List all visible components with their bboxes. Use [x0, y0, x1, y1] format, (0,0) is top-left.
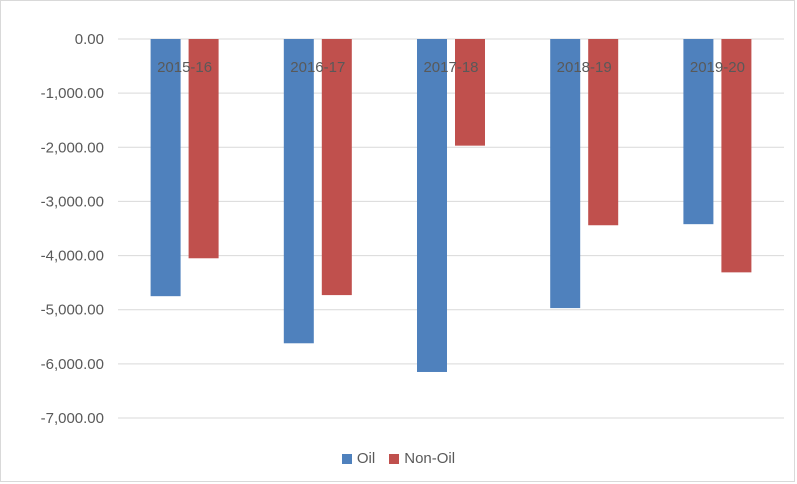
x-tick-label: 2017-18	[423, 59, 478, 76]
y-tick-label: 0.00	[75, 31, 104, 48]
legend: Oil Non-Oil	[0, 450, 797, 467]
legend-item-non-oil: Non-Oil	[389, 450, 455, 467]
bar-oil-2018-19	[550, 39, 581, 309]
y-tick-label: -7,000.00	[41, 410, 104, 427]
bar-non-oil-2017-18	[455, 39, 485, 146]
x-tick-label: 2018-19	[557, 59, 612, 76]
legend-label-non-oil: Non-Oil	[404, 450, 456, 467]
legend-swatch-non-oil	[389, 453, 400, 464]
y-tick-label: -3,000.00	[41, 193, 104, 210]
bar-non-oil-2019-20	[721, 39, 752, 273]
x-tick-label: 2016-17	[290, 59, 345, 76]
y-tick-label: -5,000.00	[41, 302, 104, 319]
bar-non-oil-2018-19	[588, 39, 619, 226]
bar-oil-2015-16	[150, 39, 181, 297]
y-tick-label: -2,000.00	[41, 139, 104, 156]
y-tick-label: -6,000.00	[41, 356, 104, 373]
bar-oil-2017-18	[417, 39, 447, 372]
bar-oil-2016-17	[283, 39, 314, 344]
y-tick-label: -1,000.00	[41, 85, 104, 102]
bar-non-oil-2015-16	[188, 39, 219, 259]
x-tick-label: 2015-16	[157, 59, 212, 76]
legend-item-oil: Oil	[341, 450, 376, 467]
bar-oil-2019-20	[683, 39, 714, 225]
legend-swatch-oil	[341, 453, 352, 464]
bar-non-oil-2016-17	[321, 39, 352, 296]
legend-label-oil: Oil	[356, 450, 376, 467]
x-tick-label: 2019-20	[690, 59, 745, 76]
y-tick-label: -4,000.00	[41, 248, 104, 265]
